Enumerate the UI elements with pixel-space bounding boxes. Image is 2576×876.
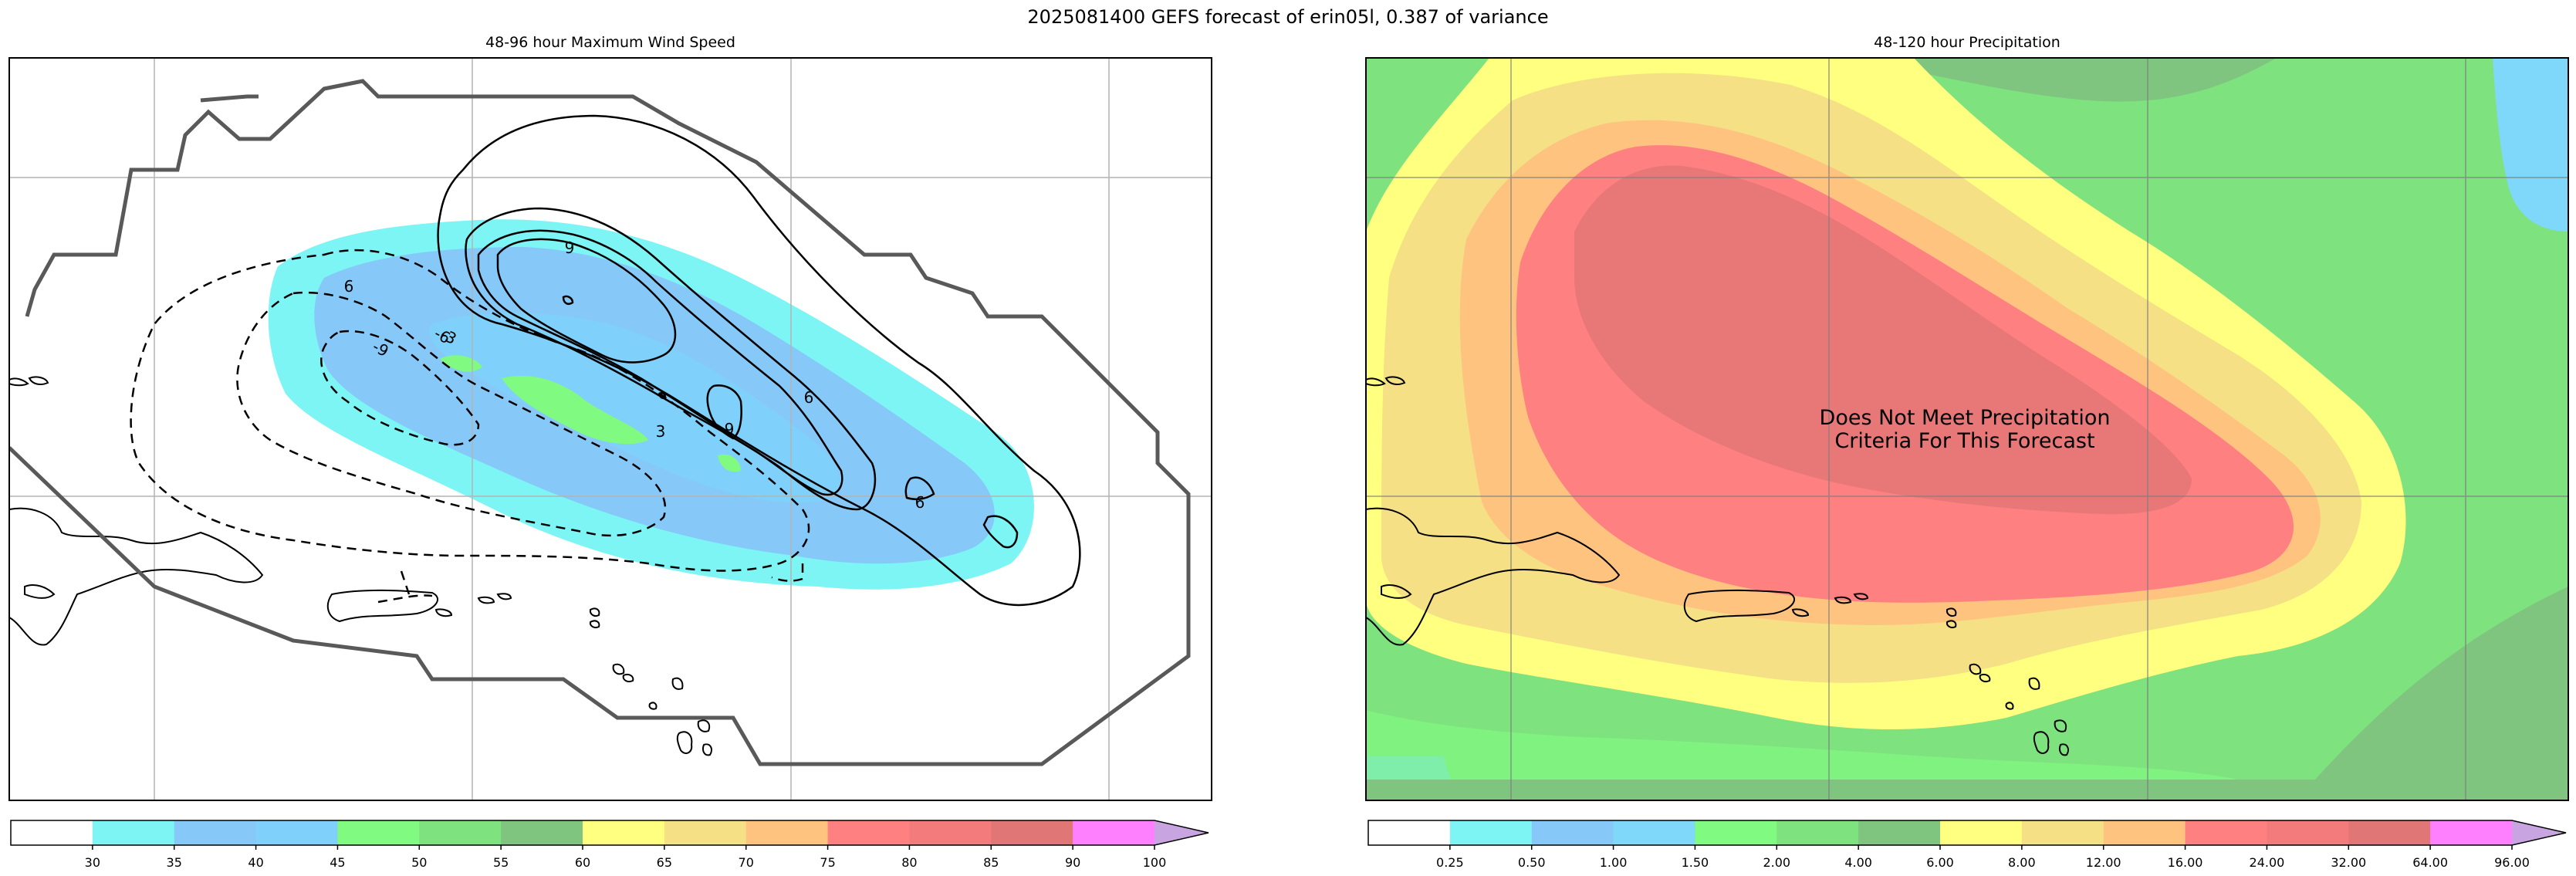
left-coastlines — [9, 376, 712, 756]
left-map-frame — [8, 57, 1212, 801]
figure-title: 2025081400 GEFS forecast of erin05l, 0.3… — [1027, 6, 1549, 28]
wind-fill-40 — [429, 313, 840, 503]
left-colorbar: 30 35 40 45 50 55 60 65 70 75 80 85 90 100 — [10, 820, 1209, 870]
colorbar-segment — [337, 820, 420, 845]
colorbar-tick-label: 35 — [167, 855, 182, 870]
colorbar-segment — [501, 820, 583, 845]
colorbar-outline — [1367, 820, 2567, 846]
colorbar-tick-label: 55 — [493, 855, 509, 870]
left-contours-positive — [437, 114, 1081, 607]
colorbar-segment — [1368, 820, 1451, 845]
colorbar-segment — [583, 820, 665, 845]
colorbar-tick-label: 80 — [901, 855, 917, 870]
colorbar-tick-label: 24.00 — [2250, 855, 2285, 870]
colorbar-tick-label: 4.00 — [1844, 855, 1872, 870]
colorbar-tick-label: 75 — [820, 855, 835, 870]
colorbar-segment — [1940, 820, 2023, 845]
colorbar-tick-label: 85 — [983, 855, 999, 870]
colorbar-tick-label: 16.00 — [2168, 855, 2203, 870]
left-region-boundary — [9, 79, 1191, 766]
colorbar-segment — [909, 820, 992, 845]
colorbar-segment — [174, 820, 257, 845]
colorbar-tick-label: 6.00 — [1926, 855, 1954, 870]
colorbar-segment — [1531, 820, 1614, 845]
colorbar-segment — [2430, 820, 2513, 845]
colorbar-tick-label: 96.00 — [2494, 855, 2530, 870]
precip-fill-2-lower — [1366, 710, 2238, 780]
colorbar-segment — [11, 820, 93, 845]
precip-fill-24 — [1574, 165, 2192, 515]
colorbar-segment — [2021, 820, 2104, 845]
colorbar-tick-label: 65 — [657, 855, 672, 870]
colorbar-segment — [255, 820, 339, 845]
precipitation-criteria-note: Does Not Meet Precipitation Criteria For… — [1772, 407, 2158, 453]
colorbar-segment — [2348, 820, 2431, 845]
colorbar-tick-label: 0.25 — [1436, 855, 1464, 870]
right-colorbar: 0.25 0.50 1.00 1.50 2.00 4.00 6.00 8.00 12.00 16.… — [1367, 820, 2567, 870]
right-map — [1366, 58, 2568, 800]
right-gridlines — [1366, 58, 2568, 800]
colorbar-extend-arrow — [1154, 820, 1209, 845]
colorbar-tick-label: 8.00 — [2008, 855, 2036, 870]
right-map-frame — [1365, 57, 2569, 801]
contour-label: 6 — [804, 388, 814, 407]
colorbar-segment — [1776, 820, 1859, 845]
colorbar-segment — [827, 820, 911, 845]
colorbar-segment — [92, 820, 175, 845]
colorbar-tick-label: 90 — [1065, 855, 1080, 870]
colorbar-segment — [1073, 820, 1155, 845]
colorbar-tick-label: 0.50 — [1518, 855, 1546, 870]
right-panel-title: 48-120 hour Precipitation — [1874, 34, 2060, 51]
colorbar-segment — [664, 820, 747, 845]
colorbar-tick-label: 60 — [575, 855, 590, 870]
colorbar-tick-label: 64.00 — [2412, 855, 2448, 870]
colorbar-tick-label: 1.50 — [1682, 855, 1709, 870]
colorbar-segment — [1449, 820, 1533, 845]
colorbar-extend-arrow — [2512, 820, 2566, 845]
colorbar-segment — [419, 820, 502, 845]
colorbar-segment — [2103, 820, 2186, 845]
colorbar-tick-label: 32.00 — [2331, 855, 2366, 870]
contour-label: 6 — [915, 493, 925, 512]
contour-label: 6 — [344, 277, 354, 296]
colorbar-segment — [2185, 820, 2268, 845]
colorbar-tick-label: 50 — [411, 855, 427, 870]
colorbar-segment — [2267, 820, 2349, 845]
left-contours-negative — [130, 249, 810, 604]
wind-fill-45c — [718, 454, 741, 472]
colorbar-segment — [745, 820, 829, 845]
colorbar-tick-label: 100 — [1143, 855, 1167, 870]
right-coastlines — [1366, 376, 2069, 756]
colorbar-tick-label: 30 — [85, 855, 100, 870]
colorbar-tick-label: 70 — [739, 855, 754, 870]
contour-label: 9 — [565, 238, 575, 257]
colorbar-tick-label: 40 — [248, 855, 263, 870]
colorbar-outline — [10, 820, 1209, 846]
colorbar-segment — [1695, 820, 1777, 845]
precip-fill-1-5-corner-ne — [2493, 58, 2568, 232]
criteria-note-line-2: Criteria For This Forecast — [1834, 429, 2095, 453]
colorbar-segment — [1613, 820, 1696, 845]
colorbar-tick-label: 1.00 — [1600, 855, 1628, 870]
criteria-note-line-1: Does Not Meet Precipitation — [1819, 406, 2111, 430]
contour-label: 9 — [725, 420, 735, 438]
colorbar-tick-label: 2.00 — [1763, 855, 1790, 870]
contour-label: 3 — [656, 422, 666, 441]
wind-fill-45a — [502, 375, 648, 445]
colorbar-tick-label: 12.00 — [2086, 855, 2121, 870]
colorbar-tick-label: 45 — [330, 855, 345, 870]
left-panel-title: 48-96 hour Maximum Wind Speed — [485, 34, 735, 51]
left-gridlines — [9, 58, 1212, 800]
left-region-boundary-nw — [200, 94, 259, 103]
colorbar-segment — [991, 820, 1073, 845]
colorbar-segment — [1858, 820, 1941, 845]
left-map: 9 6 -6 -9 -3 6 3 9 6 — [9, 58, 1212, 800]
